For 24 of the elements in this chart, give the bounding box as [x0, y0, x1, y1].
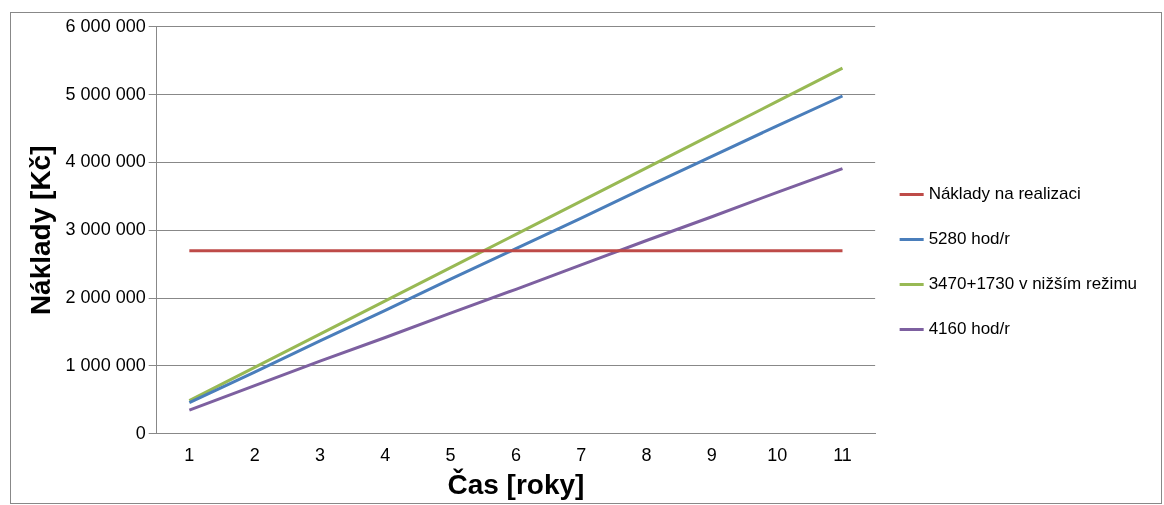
y-tick-label: 4 000 000	[65, 151, 146, 172]
legend-label: 4160 hod/r	[928, 319, 1011, 339]
y-tick-label: 5 000 000	[65, 83, 146, 104]
x-tick-label: 10	[767, 444, 788, 465]
x-tick-label: 7	[576, 444, 587, 465]
y-tick-label: 1 000 000	[65, 354, 146, 375]
y-tick-label: 6 000 000	[65, 15, 146, 36]
x-tick-label: 6	[510, 444, 521, 465]
y-tick-label: 0	[135, 422, 146, 443]
y-axis-title: Náklady [Kč]	[24, 145, 56, 316]
x-tick-label: 1	[184, 444, 195, 465]
x-tick-label: 4	[380, 444, 391, 465]
y-tick-label: 3 000 000	[65, 219, 146, 240]
x-tick-label: 11	[833, 444, 852, 465]
legend-label: 3470+1730 v nižším režimu	[928, 274, 1137, 294]
x-tick-label: 3	[314, 444, 325, 465]
legend-label: Náklady na realizaci	[928, 184, 1081, 204]
x-tick-label: 9	[706, 444, 717, 465]
x-tick-label: 8	[641, 444, 652, 465]
x-tick-label: 5	[445, 444, 456, 465]
x-tick-label: 2	[249, 444, 260, 465]
legend-label: 5280 hod/r	[928, 229, 1011, 249]
x-axis-title: Čas [roky]	[447, 467, 585, 500]
y-tick-label: 2 000 000	[65, 287, 146, 308]
